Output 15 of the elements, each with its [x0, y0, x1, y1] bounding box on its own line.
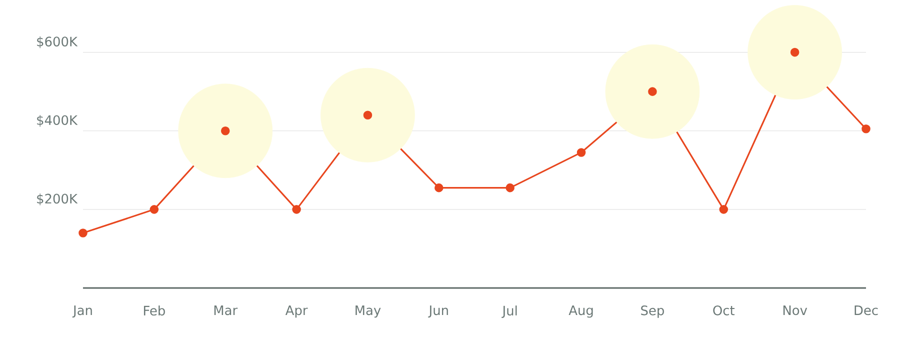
x-tick-label: Sep — [641, 306, 664, 318]
x-tick-label: Jul — [502, 306, 517, 318]
x-tick-label: Aug — [568, 306, 593, 318]
x-tick-label: Oct — [713, 306, 735, 316]
x-tick-label: May — [356, 306, 381, 318]
y-tick-label: $600K — [37, 36, 78, 48]
y-tick-label: $400K — [37, 114, 78, 127]
x-tick-label: Nov — [783, 306, 808, 316]
x-tick-label: Feb — [144, 306, 165, 316]
x-tick-label: Apr — [285, 306, 308, 318]
x-tick-label: Jan — [72, 306, 92, 318]
x-tick-label: Jun — [428, 306, 448, 318]
y-tick-label: $200K — [37, 194, 78, 206]
x-tick-label: Dec — [854, 306, 878, 316]
x-tick-label: Mar — [214, 306, 238, 316]
